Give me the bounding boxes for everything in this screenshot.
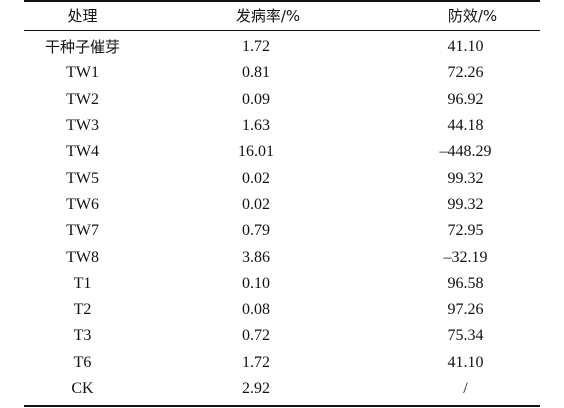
- table-bottom-rule: [24, 405, 540, 407]
- cell-treatment: TW4: [66, 143, 99, 161]
- cell-treatment: T3: [73, 327, 92, 345]
- cell-treatment: TW2: [66, 90, 99, 108]
- cell-efficacy: /: [463, 380, 468, 397]
- cell-incidence: 0.02: [242, 169, 270, 187]
- cell-incidence: 0.79: [242, 222, 270, 240]
- cell-incidence: 0.02: [242, 195, 270, 213]
- cell-incidence: 0.09: [242, 90, 270, 108]
- table-row: TW3 1.63 44.18: [24, 113, 540, 139]
- cell-treatment: T6: [73, 353, 92, 371]
- table-row: TW4 16.01 –448.29: [24, 139, 540, 165]
- cell-efficacy: 96.58: [447, 274, 484, 292]
- table-row: TW6 0.02 99.32: [24, 192, 540, 218]
- cell-incidence: 2.92: [242, 380, 270, 397]
- table-row: T6 1.72 41.10: [24, 350, 540, 376]
- cell-incidence: 0.08: [242, 301, 270, 319]
- table-row: T1 0.10 96.58: [24, 271, 540, 297]
- table-row: T3 0.72 75.34: [24, 323, 540, 349]
- table-row: TW8 3.86 –32.19: [24, 244, 540, 270]
- cell-treatment: T2: [73, 301, 92, 319]
- cell-efficacy: 41.10: [447, 38, 484, 56]
- table-header-row: 处理 发病率/% 防效/%: [24, 3, 540, 30]
- cell-treatment: TW7: [66, 222, 99, 240]
- cell-efficacy: –32.19: [443, 248, 488, 266]
- cell-incidence: 0.10: [242, 274, 270, 292]
- data-table: 处理 发病率/% 防效/% 干种子催芽 1.72 41.10 TW1 0.81 72.26…: [24, 3, 540, 402]
- cell-efficacy: 99.32: [447, 195, 484, 213]
- table-row: 干种子催芽 1.72 41.10: [24, 30, 540, 60]
- table-header-rule: [24, 30, 540, 31]
- cell-incidence: 0.72: [242, 327, 270, 345]
- table-row: TW7 0.79 72.95: [24, 218, 540, 244]
- cell-efficacy: 97.26: [447, 301, 484, 319]
- column-header-incidence: 发病率/%: [235, 7, 301, 25]
- column-header-efficacy: 防效/%: [447, 7, 498, 25]
- column-header-treatment: 处理: [67, 7, 98, 25]
- cell-efficacy: 75.34: [447, 327, 484, 345]
- table-row: CK 2.92 /: [24, 376, 540, 402]
- cell-efficacy: 41.10: [447, 353, 484, 371]
- cell-efficacy: 72.95: [447, 222, 484, 240]
- cell-efficacy: –448.29: [439, 143, 492, 161]
- cell-efficacy: 44.18: [447, 117, 484, 135]
- table-top-rule: [24, 0, 540, 2]
- cell-efficacy: 72.26: [447, 64, 484, 82]
- cell-efficacy: 96.92: [447, 90, 484, 108]
- table-row: T2 0.08 97.26: [24, 297, 540, 323]
- cell-treatment: TW3: [66, 117, 99, 135]
- cell-treatment: TW1: [66, 64, 99, 82]
- cell-treatment: TW6: [66, 195, 99, 213]
- cell-efficacy: 99.32: [447, 169, 484, 187]
- cell-incidence: 0.81: [242, 64, 270, 82]
- table-row: TW2 0.09 96.92: [24, 87, 540, 113]
- cell-incidence: 1.63: [242, 117, 270, 135]
- cell-treatment: CK: [71, 380, 94, 397]
- cell-treatment: TW8: [66, 248, 99, 266]
- cell-incidence: 1.72: [242, 38, 270, 56]
- table-body: 干种子催芽 1.72 41.10 TW1 0.81 72.26 TW2 0.09 96.92 TW…: [24, 30, 540, 402]
- table-row: TW1 0.81 72.26: [24, 60, 540, 86]
- cell-incidence: 3.86: [242, 248, 270, 266]
- cell-treatment: 干种子催芽: [44, 38, 120, 57]
- cell-treatment: T1: [73, 274, 92, 292]
- cell-incidence: 1.72: [242, 353, 270, 371]
- cell-incidence: 16.01: [238, 143, 274, 161]
- cell-treatment: TW5: [66, 169, 99, 187]
- table-row: TW5 0.02 99.32: [24, 165, 540, 191]
